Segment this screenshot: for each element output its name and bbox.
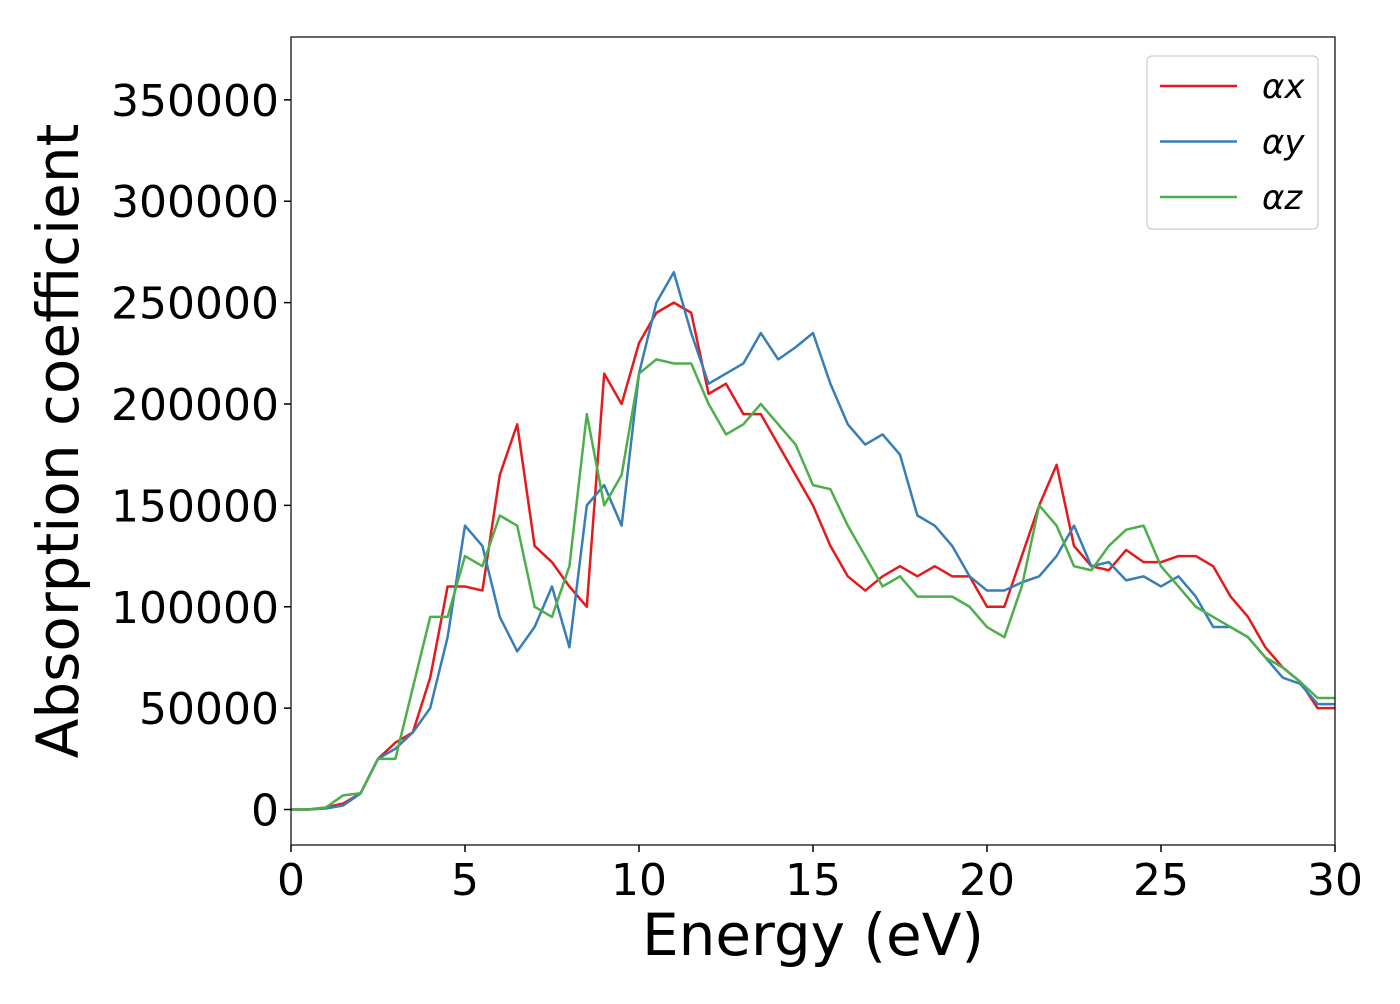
x-tick-label: 25 xyxy=(1133,855,1189,906)
y-tick-label: 100000 xyxy=(111,583,279,634)
series-line xyxy=(291,270,1335,811)
y-tick-label: 250000 xyxy=(111,279,279,330)
series-line xyxy=(291,358,1335,811)
y-tick-label: 150000 xyxy=(111,481,279,532)
legend-label: αz xyxy=(1262,178,1303,218)
x-tick-label: 10 xyxy=(611,855,667,906)
x-axis-label: Energy (eV) xyxy=(642,901,984,969)
legend-label: αy xyxy=(1262,123,1305,163)
x-tick-label: 0 xyxy=(277,855,305,906)
x-tick-label: 20 xyxy=(959,855,1015,906)
y-tick-label: 350000 xyxy=(111,76,279,127)
legend: αx αy αz xyxy=(1146,55,1319,230)
x-tick-label: 5 xyxy=(451,855,479,906)
plot-frame xyxy=(290,36,1336,846)
series-line xyxy=(291,301,1335,811)
y-axis-label: Absorption coefficient xyxy=(24,124,92,759)
y-tick-label: 50000 xyxy=(139,684,279,735)
x-tick-label: 15 xyxy=(785,855,841,906)
x-tick-label: 30 xyxy=(1307,855,1363,906)
legend-label: αx xyxy=(1262,67,1305,107)
y-tick-label: 300000 xyxy=(111,177,279,228)
y-tick-label: 200000 xyxy=(111,380,279,431)
y-tick-label: 0 xyxy=(251,786,279,837)
